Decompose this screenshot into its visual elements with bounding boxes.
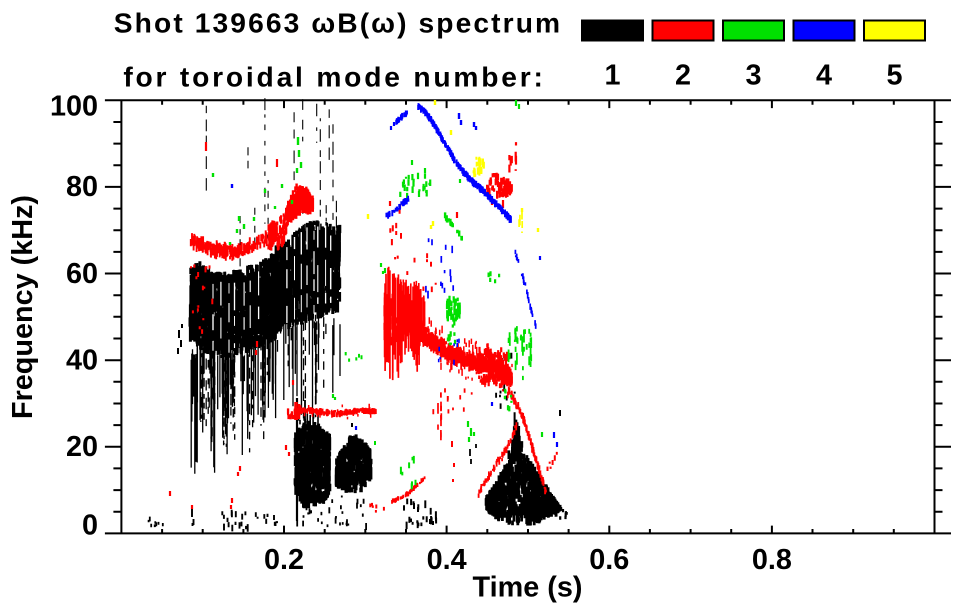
svg-text:0.2: 0.2 — [264, 544, 304, 576]
svg-text:1: 1 — [604, 60, 620, 92]
svg-text:2: 2 — [675, 60, 691, 92]
svg-text:4: 4 — [816, 60, 832, 92]
svg-text:100: 100 — [50, 90, 98, 122]
svg-text:80: 80 — [66, 171, 98, 203]
svg-text:0.4: 0.4 — [427, 544, 467, 576]
svg-text:Shot 139663 ωB(ω) spectrum: Shot 139663 ωB(ω) spectrum — [114, 6, 562, 38]
svg-text:Frequency (kHz): Frequency (kHz) — [7, 195, 39, 419]
svg-text:for toroidal mode number:: for toroidal mode number: — [123, 61, 545, 93]
svg-text:40: 40 — [66, 345, 98, 377]
svg-text:20: 20 — [66, 431, 98, 463]
svg-text:60: 60 — [66, 258, 98, 290]
svg-text:3: 3 — [745, 60, 761, 92]
svg-text:0.6: 0.6 — [589, 544, 629, 576]
svg-text:5: 5 — [886, 60, 902, 92]
svg-text:0.8: 0.8 — [752, 544, 792, 576]
svg-text:0: 0 — [82, 509, 98, 541]
svg-text:Time (s): Time (s) — [473, 571, 583, 603]
